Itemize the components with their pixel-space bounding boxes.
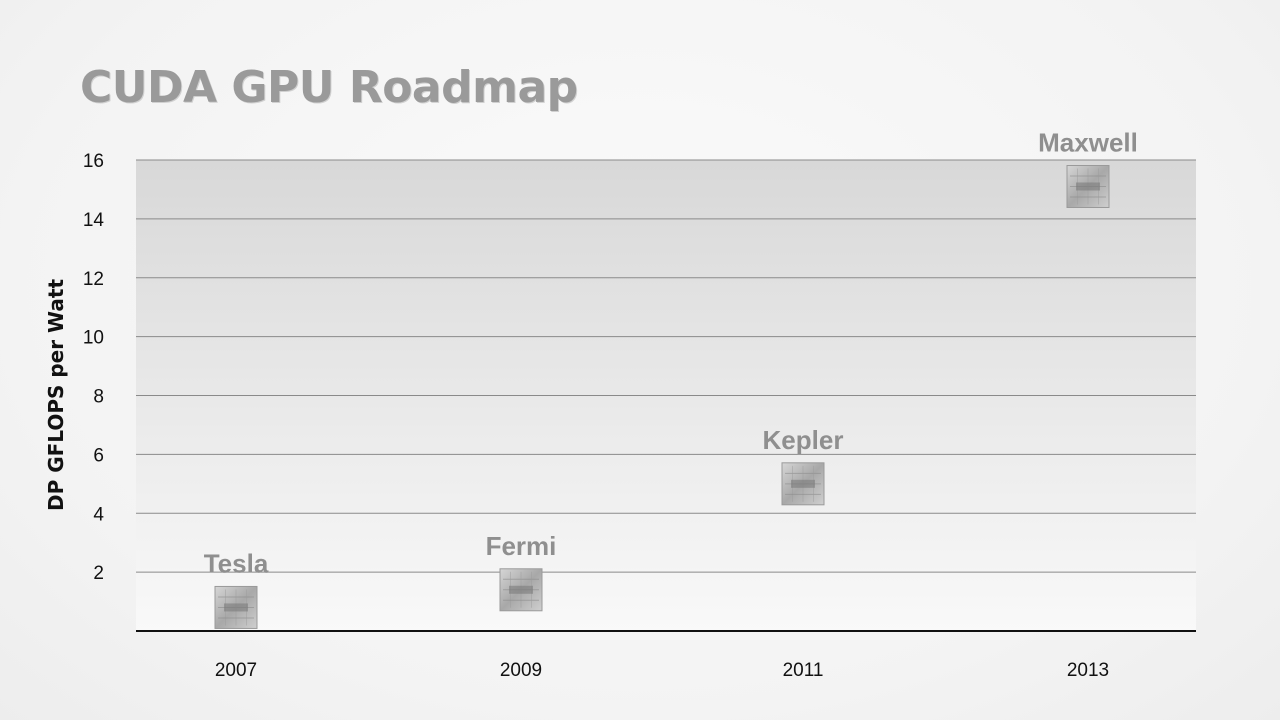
y-tick-label: 14 [83,210,105,231]
x-tick-label: 2009 [500,660,542,681]
chip-core [1076,182,1100,191]
y-tick-label: 6 [93,445,104,466]
y-tick-label: 2 [93,563,104,584]
data-points: Tesla Fermi Kepler Maxwell [204,127,1138,629]
chip-core [509,585,533,594]
chip-core [791,479,815,488]
y-tick-label: 12 [83,269,104,290]
y-axis-title: DP GFLOPS per Watt [44,279,68,511]
tick-labels: 2 4 6 8 10 12 14 16 2007 2009 2011 2013 [83,151,1109,681]
data-point-maxwell: Maxwell [1038,127,1138,208]
y-tick-label: 4 [93,504,104,525]
gpu-chip-icon [1066,164,1110,208]
y-tick-label: 16 [83,151,104,172]
point-label: Maxwell [1038,127,1138,157]
gridlines [136,159,1196,573]
y-tick-label: 10 [83,328,104,349]
gpu-chip-icon [781,462,825,506]
x-tick-label: 2007 [215,660,257,681]
x-tick-label: 2013 [1067,660,1109,681]
point-label: Kepler [763,425,844,455]
data-point-fermi: Fermi [486,531,557,612]
gpu-chip-icon [499,568,543,612]
chip-core [224,603,248,612]
x-tick-label: 2011 [783,660,824,681]
point-label: Tesla [204,548,269,578]
data-point-tesla: Tesla [204,548,269,629]
data-point-kepler: Kepler [763,425,844,506]
slide-title: CUDA GPU Roadmap [80,62,578,113]
gpu-chip-icon [214,585,258,629]
y-tick-label: 8 [93,387,104,408]
point-label: Fermi [486,531,557,561]
